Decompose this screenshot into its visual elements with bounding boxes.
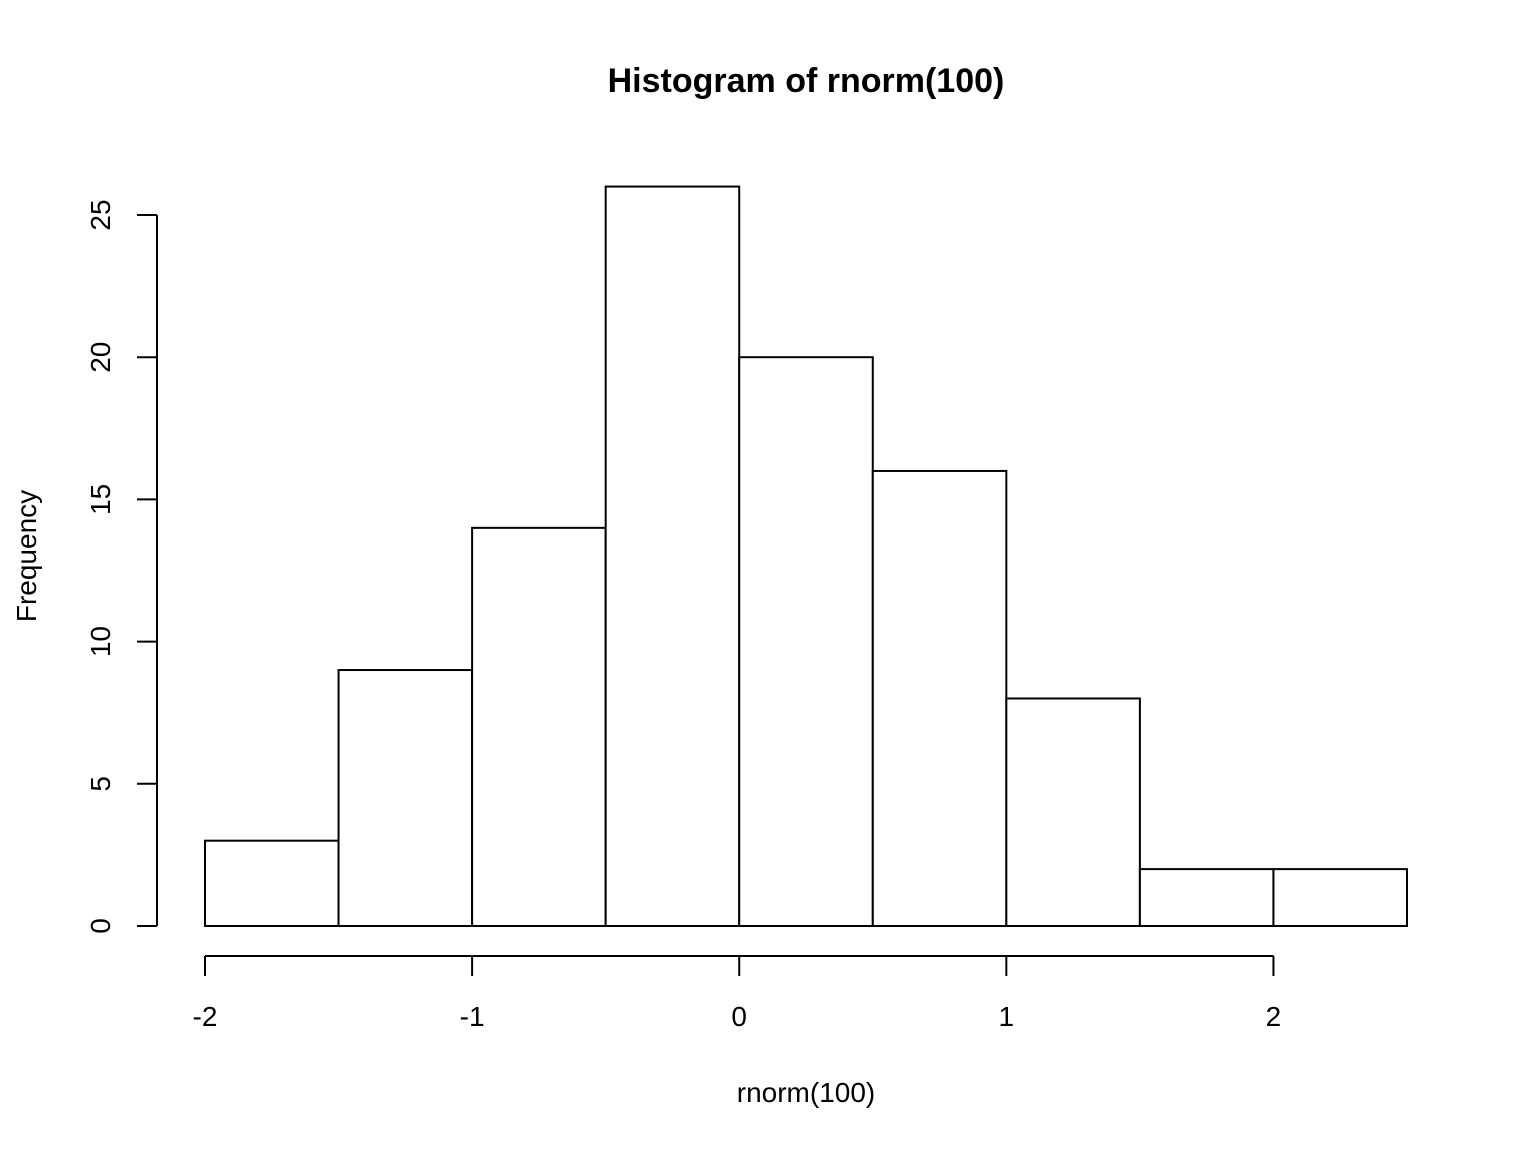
histogram-bar-3 [604, 185, 741, 927]
x-tick-label-2: 0 [731, 1001, 747, 1032]
histogram-bar-5 [871, 469, 1008, 927]
histogram-bar-6 [1005, 697, 1141, 927]
bars-group [204, 185, 1409, 928]
x-tick-label-1: -1 [460, 1001, 485, 1032]
y-tick-label-2: 10 [85, 626, 116, 657]
chart-title: Histogram of rnorm(100) [608, 62, 1005, 100]
y-tick-label-3: 15 [85, 484, 116, 515]
histogram-bar-7 [1138, 868, 1275, 927]
x-axis-label: rnorm(100) [737, 1077, 875, 1108]
y-axis-label: Frequency [11, 490, 42, 622]
histogram-bar-8 [1272, 868, 1409, 927]
x-tick-label-4: 2 [1266, 1001, 1282, 1032]
y-axis: 0 5 10 15 20 25 [85, 199, 158, 934]
x-axis: -2 -1 0 1 2 [193, 955, 1282, 1032]
x-tick-label-0: -2 [193, 1001, 218, 1032]
histogram-bar-0 [204, 839, 340, 927]
y-tick-label-1: 5 [85, 776, 116, 792]
x-tick-label-3: 1 [999, 1001, 1015, 1032]
y-tick-label-5: 25 [85, 199, 116, 230]
y-tick-label-0: 0 [85, 918, 116, 934]
histogram-bar-4 [738, 356, 874, 927]
histogram-bar-2 [471, 526, 607, 928]
y-tick-label-4: 20 [85, 342, 116, 373]
histogram-bar-1 [337, 669, 474, 927]
